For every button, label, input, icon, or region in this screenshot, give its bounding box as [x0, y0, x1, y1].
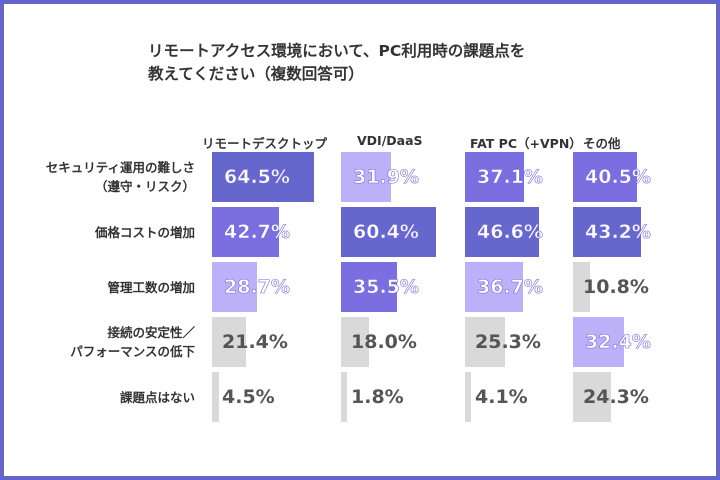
data-label: 31.9%: [353, 166, 420, 189]
bar: [341, 317, 370, 367]
bar: [465, 317, 505, 367]
column-header: リモートデスクトップ: [202, 136, 328, 151]
bar: [573, 372, 612, 422]
bar: [465, 152, 524, 202]
row-label-line: 管理工数の増加: [107, 279, 195, 295]
row-label-line: 課題点はない: [119, 389, 195, 405]
bar: [573, 207, 642, 257]
data-label: 10.8%: [583, 276, 649, 298]
title-line-1: リモートアクセス環境において、PC利用時の課題点を: [148, 42, 526, 60]
bar: [341, 372, 347, 422]
bar: [212, 207, 280, 257]
bar: [573, 152, 637, 202]
title-line-2: 教えてください（複数回答可）: [148, 65, 364, 83]
bar: [341, 207, 437, 257]
chart-title: リモートアクセス環境において、PC利用時の課題点を 教えてください（複数回答可）: [148, 40, 525, 86]
row-label: セキュリティ運用の難しさ （遵守・リスク）: [46, 158, 195, 196]
data-label: 64.5%: [224, 166, 291, 189]
data-label: 40.5%: [585, 166, 652, 189]
data-label: 42.7%: [224, 221, 291, 244]
data-label: 24.3%: [583, 386, 649, 408]
row-label: 管理工数の増加: [107, 278, 195, 297]
bar: [212, 317, 246, 367]
bar: [341, 262, 398, 312]
data-label: 18.0%: [351, 331, 417, 353]
data-label: 43.2%: [585, 221, 652, 244]
bar: [465, 372, 472, 422]
bar: [341, 152, 392, 202]
row-label-line: 接続の安定性／: [107, 325, 195, 340]
data-label: 35.5%: [353, 276, 420, 299]
data-label: 25.3%: [475, 331, 541, 353]
data-label: 46.6%: [477, 221, 544, 244]
column-header: FAT PC（+VPN）: [470, 136, 582, 151]
bar: [212, 152, 314, 202]
row-label-line: （遵守・リスク）: [94, 179, 195, 194]
row-label-line: 価格コストの増加: [94, 224, 195, 240]
data-label: 37.1%: [477, 166, 544, 189]
data-label: 4.1%: [475, 386, 528, 408]
column-header: VDI/DaaS: [357, 133, 423, 148]
data-label: 4.5%: [222, 386, 275, 408]
bar: [212, 262, 258, 312]
row-label-line: セキュリティ運用の難しさ: [45, 160, 195, 175]
bar: [573, 317, 625, 367]
column-header: その他: [583, 136, 621, 151]
data-label: 60.4%: [353, 221, 420, 244]
data-label: 28.7%: [224, 276, 291, 299]
bar: [465, 207, 539, 257]
row-label: 接続の安定性／ パフォーマンスの低下: [70, 323, 195, 361]
data-label: 36.7%: [477, 276, 544, 299]
row-label: 課題点はない: [120, 388, 195, 407]
data-label: 32.4%: [585, 331, 652, 354]
row-label: 価格コストの増加: [95, 223, 195, 242]
data-label: 21.4%: [222, 331, 288, 353]
bar: [573, 262, 591, 312]
row-label-line: パフォーマンスの低下: [70, 344, 195, 359]
bar: [465, 262, 523, 312]
bar: [212, 372, 220, 422]
data-label: 1.8%: [351, 386, 404, 408]
